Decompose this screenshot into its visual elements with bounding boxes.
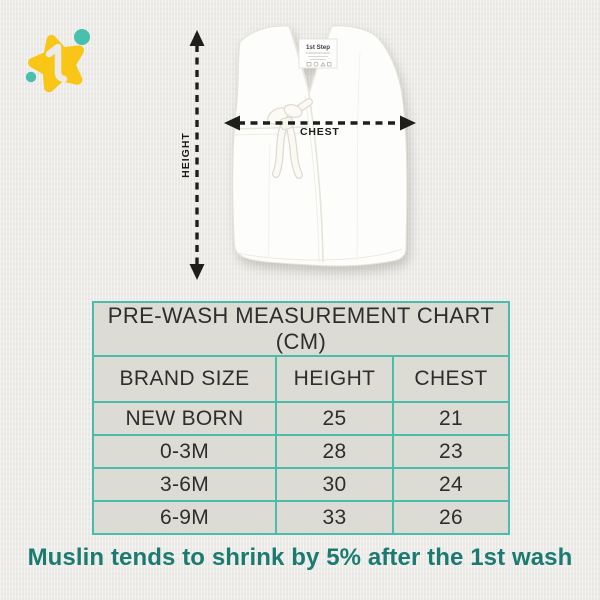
height-cell: 30 (275, 467, 394, 502)
height-cell: 25 (275, 401, 394, 436)
logo-dot-large (74, 29, 90, 45)
height-arrow-icon (189, 30, 205, 280)
height-cell: 33 (275, 500, 394, 535)
table-row-new-born: NEW BORN 25 21 (92, 401, 511, 436)
wash-care-icons (306, 61, 332, 67)
table-row-0-3m: 0-3M 28 23 (92, 434, 511, 469)
logo-dot-small (25, 71, 37, 83)
chest-cell: 26 (391, 500, 511, 535)
height-cell: 28 (275, 434, 394, 469)
column-header-chest: CHEST (391, 355, 511, 403)
measurement-table: PRE-WASH MEASUREMENT CHART (CM) BRAND SI… (91, 301, 511, 535)
chest-cell: 21 (391, 401, 511, 436)
chest-arrow-icon (224, 115, 416, 131)
care-label-brand: 1st Step (306, 44, 330, 51)
brand-size-cell: 3-6M (92, 467, 277, 502)
column-header-height: HEIGHT (275, 355, 394, 403)
height-label: HEIGHT (180, 132, 192, 178)
brand-size-cell: 6-9M (92, 500, 277, 535)
chest-label: CHEST (300, 126, 340, 138)
care-label: 1st Step (298, 38, 338, 69)
brand-logo-star-icon (25, 29, 90, 93)
brand-size-cell: NEW BORN (92, 401, 277, 436)
garment-image: 1st Step (232, 25, 408, 267)
table-header-row: BRAND SIZE HEIGHT CHEST (92, 355, 511, 403)
table-row-3-6m: 3-6M 30 24 (92, 467, 511, 502)
table-row-6-9m: 6-9M 33 26 (92, 500, 511, 535)
column-header-brand-size: BRAND SIZE (92, 355, 277, 403)
chest-cell: 23 (391, 434, 511, 469)
brand-size-cell: 0-3M (92, 434, 277, 469)
tie-knot (267, 98, 313, 179)
chest-cell: 24 (391, 467, 511, 502)
shrink-note: Muslin tends to shrink by 5% after the 1… (27, 544, 573, 571)
table-title: PRE-WASH MEASUREMENT CHART (CM) (91, 301, 511, 357)
